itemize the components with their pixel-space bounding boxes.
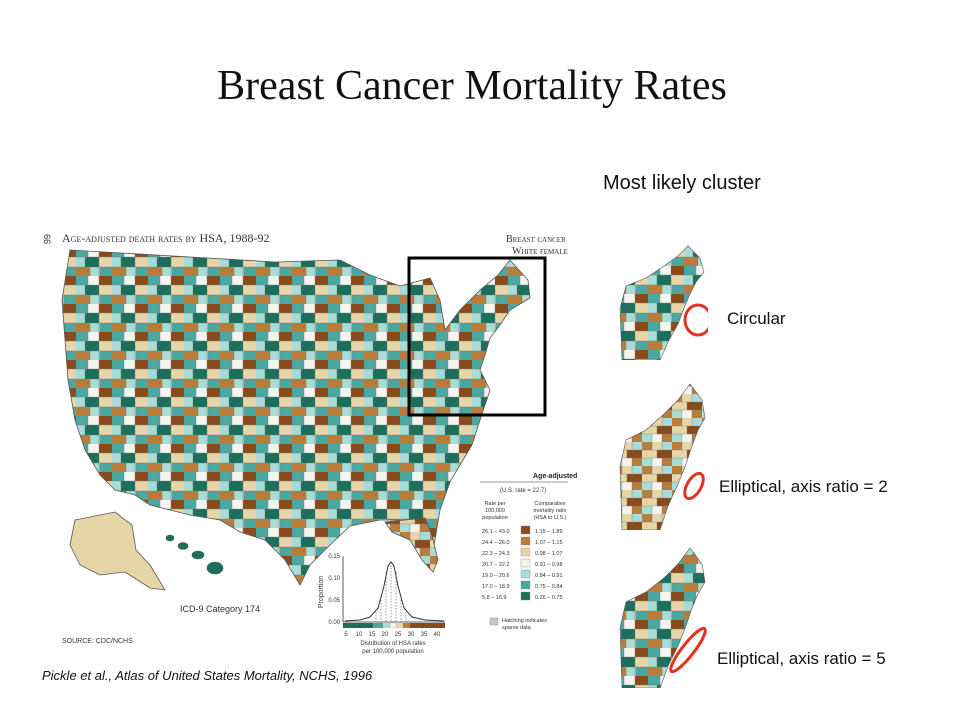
page-number: 66 <box>42 234 52 244</box>
dist-xtick: 10 <box>356 632 363 638</box>
map-header: Age-adjusted death rates by HSA, 1988-92 <box>62 231 270 245</box>
dist-xtick: 40 <box>434 632 441 638</box>
legend-us-rate: (U.S. rate = 22.7) <box>500 488 546 494</box>
legend-swatch <box>520 525 531 535</box>
us-mortality-map: 66 Age-adjusted death rates by HSA, 1988… <box>42 231 577 655</box>
dist-ytick: 0.15 <box>328 554 340 560</box>
florida-shape <box>384 517 439 573</box>
dist-xlabel-2: per 100,000 population <box>362 649 423 655</box>
dist-ytick: 0.05 <box>328 598 340 604</box>
dist-xtick: 20 <box>382 632 389 638</box>
legend-swatch <box>520 591 531 601</box>
legend-hatch-swatch <box>489 617 499 626</box>
legend-ratio: 0.26 – 0.75 <box>535 595 563 601</box>
legend-rate: 26.1 – 43.0 <box>482 529 510 535</box>
legend-hatching-1: Hatching indicates <box>502 618 547 624</box>
legend-rate: 19.0 – 20.6 <box>482 573 510 579</box>
icd-category: ICD-9 Category 174 <box>180 604 260 614</box>
cluster-ring <box>683 303 708 337</box>
legend-swatch <box>520 536 531 546</box>
legend-col2-header: (HSA to U.S.) <box>533 515 566 521</box>
legend-swatch <box>520 547 531 557</box>
cause-line-1: Breast cancer <box>506 234 566 245</box>
northeast-highlight-box <box>407 256 547 417</box>
citation: Pickle et al., Atlas of United States Mo… <box>42 668 373 683</box>
cluster-label-ellipse-2: Elliptical, axis ratio = 2 <box>719 477 888 496</box>
cluster-panel-ellipse-2 <box>619 383 706 530</box>
hawaii-shape <box>165 534 224 575</box>
legend-col1-header: Rate per <box>484 501 505 507</box>
dist-curve <box>344 561 445 622</box>
map-legend: Age-adjusted (U.S. rate = 22.7) Rate per… <box>480 473 577 631</box>
cluster-panel-circular <box>619 245 708 360</box>
cluster-panel-ellipse-5 <box>619 547 707 688</box>
legend-rate: 20.7 – 22.2 <box>482 562 510 568</box>
contiguous-us-shape <box>61 249 531 586</box>
dist-xtick: 35 <box>421 632 428 638</box>
legend-title: Age-adjusted <box>533 473 577 480</box>
legend-ratio: 1.07 – 1.15 <box>535 540 563 546</box>
dist-xlabel-1: Distribution of HSA rates <box>360 641 425 647</box>
dist-xtick: 30 <box>408 632 415 638</box>
legend-ratio: 0.98 – 1.07 <box>535 551 563 557</box>
legend-ratio: 1.15 – 1.89 <box>535 529 563 535</box>
legend-swatch <box>520 558 531 568</box>
legend-ratio: 0.75 – 0.84 <box>535 584 563 590</box>
dist-ytick: 0.00 <box>328 620 340 626</box>
legend-rate: 5.8 – 16.9 <box>482 595 506 601</box>
dist-ytick: 0.10 <box>328 576 340 582</box>
dist-xtick: 15 <box>369 632 376 638</box>
cluster-ellipse-5 <box>669 626 707 674</box>
cause-line-2: White female <box>512 246 568 257</box>
cluster-label-ellipse-5: Elliptical, axis ratio = 5 <box>717 649 886 668</box>
legend-rate: 17.0 – 18.9 <box>482 584 510 590</box>
legend-rate: 22.3 – 24.3 <box>482 551 510 557</box>
legend-hatching-2: sparse data <box>502 625 532 631</box>
legend-col1-header: 100,000 <box>485 508 505 514</box>
legend-col2-header: mortality ratio <box>533 508 566 514</box>
legend-swatch <box>520 580 531 590</box>
cluster-heading: Most likely cluster <box>603 172 761 194</box>
dist-xtick: 5 <box>344 632 348 638</box>
legend-col1-header: population <box>482 515 507 521</box>
cluster-label-circular: Circular <box>727 309 786 328</box>
legend-ratio: 0.91 – 0.98 <box>535 562 563 568</box>
distribution-inset: Proportion 0.15 0.10 0.05 0.00 5 10 15 2… <box>318 554 445 655</box>
legend-swatch <box>520 569 531 579</box>
map-source: SOURCE: CDC/NCHS <box>62 638 133 645</box>
legend-rate: 24.4 – 26.0 <box>482 540 510 546</box>
alaska-shape <box>69 511 166 591</box>
cluster-ellipse-2 <box>683 471 705 501</box>
dist-xtick: 25 <box>395 632 402 638</box>
dist-ylabel: Proportion <box>318 576 325 608</box>
slide-title: Breast Cancer Mortality Rates <box>217 63 727 109</box>
dist-color-bar <box>343 622 445 629</box>
legend-col2-header: Comparative <box>534 501 565 507</box>
legend-ratio: 0.84 – 0.91 <box>535 573 563 579</box>
